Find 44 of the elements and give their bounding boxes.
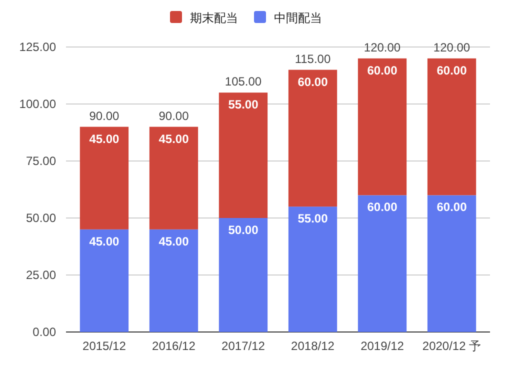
bar [80, 126, 129, 230]
data-label: 60.00 [298, 74, 328, 89]
x-tick-label: 2019/12 [360, 339, 404, 353]
data-label: 45.00 [158, 234, 190, 248]
bar [288, 206, 338, 332]
data-label: 45.00 [158, 132, 190, 146]
x-tick-label: 2016/12 [152, 339, 196, 353]
bar [427, 58, 476, 196]
total-label: 90.00 [89, 108, 120, 123]
data-label: 60.00 [436, 200, 468, 214]
y-tick-label: 125.00 [19, 40, 56, 54]
y-tick-label: 50.00 [26, 211, 56, 225]
total-label: 120.00 [364, 40, 401, 54]
y-tick-label: 100.00 [19, 97, 56, 111]
x-tick-label: 2015/12 [82, 339, 126, 353]
legend-label: 中間配当 [274, 11, 322, 25]
data-label: 60.00 [367, 200, 398, 214]
legend-label: 期末配当 [190, 11, 238, 25]
y-tick-label: 0.00 [32, 325, 56, 339]
bar [149, 229, 198, 332]
data-label: 55.00 [228, 98, 259, 112]
x-tick-label: 2020/12 予 [422, 339, 482, 353]
x-tick-label: 2017/12 [222, 339, 266, 353]
bar [218, 218, 268, 332]
bar [427, 195, 476, 332]
data-label: 55.00 [298, 212, 328, 226]
total-label: 105.00 [224, 74, 262, 89]
x-tick-label: 2018/12 [291, 339, 335, 353]
bar [149, 126, 198, 230]
total-label: 120.00 [433, 40, 470, 54]
bar [288, 70, 338, 207]
y-tick-label: 25.00 [26, 268, 56, 282]
total-label: 115.00 [294, 52, 331, 66]
data-label: 60.00 [436, 63, 468, 78]
bar [218, 92, 268, 218]
data-label: 45.00 [89, 234, 120, 248]
y-tick-label: 75.00 [26, 154, 56, 168]
bar [358, 195, 407, 332]
data-label: 50.00 [228, 223, 259, 237]
data-label: 45.00 [89, 132, 120, 146]
bar [358, 58, 407, 196]
data-label: 60.00 [367, 63, 398, 78]
total-label: 90.00 [158, 108, 190, 123]
bar [80, 229, 129, 332]
